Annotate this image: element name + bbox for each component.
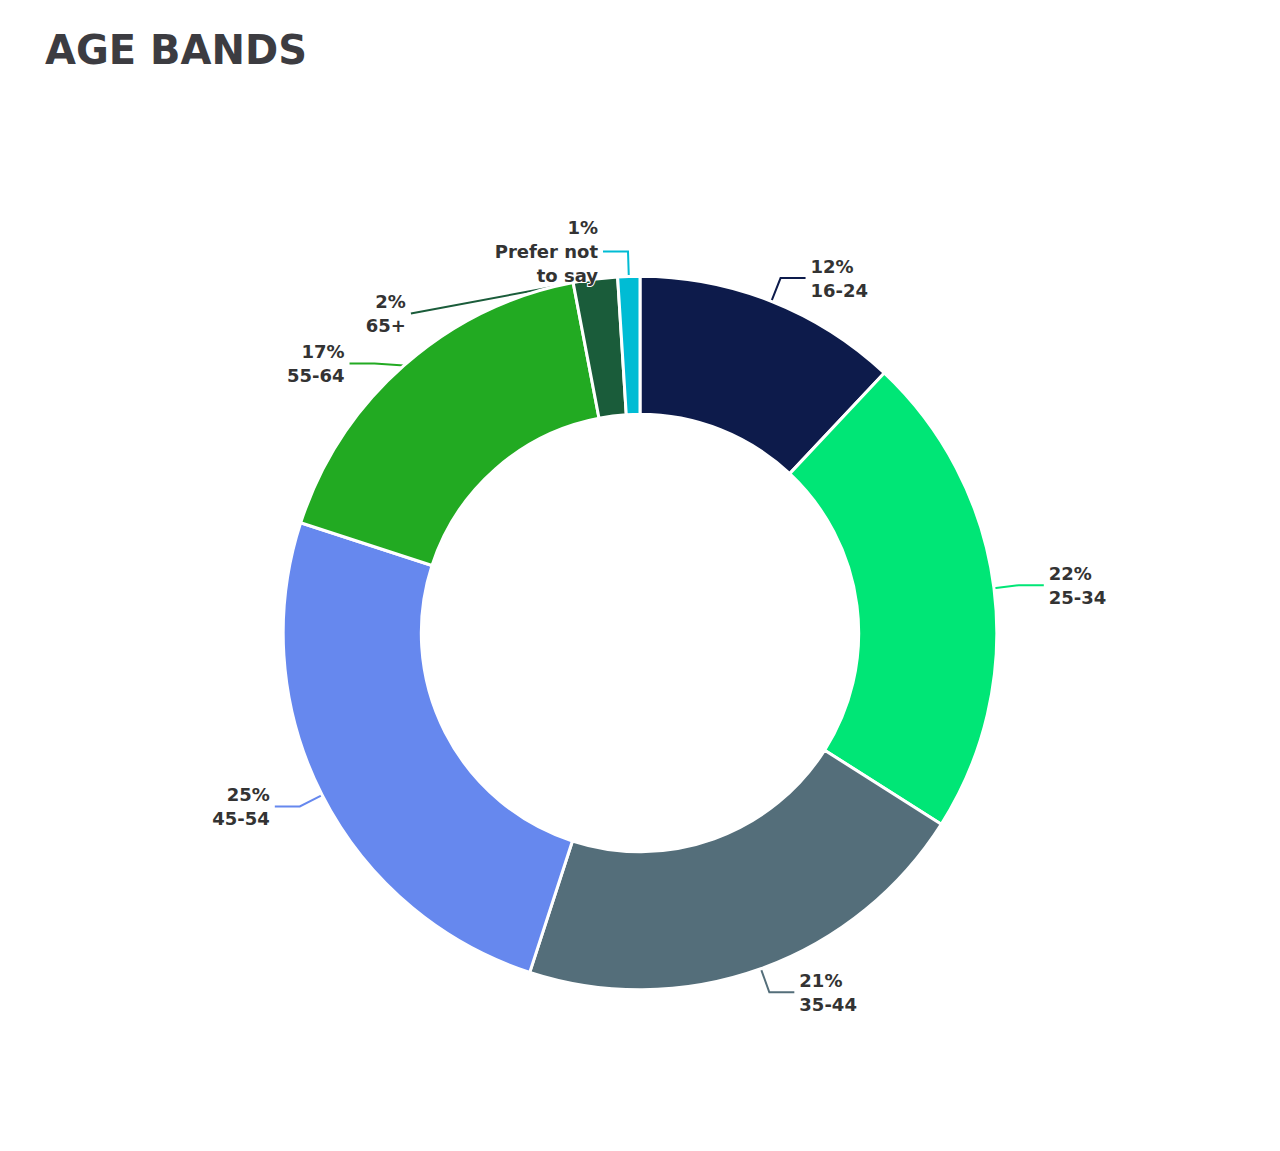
svg-text:16-24: 16-24 xyxy=(811,280,869,301)
svg-text:45-54: 45-54 xyxy=(212,808,270,829)
svg-text:21%: 21% xyxy=(799,970,842,991)
svg-text:17%: 17% xyxy=(301,341,344,362)
svg-text:to say: to say xyxy=(537,265,599,286)
svg-text:22%: 22% xyxy=(1049,563,1092,584)
svg-text:2%: 2% xyxy=(375,291,406,312)
svg-text:AGE BANDS: AGE BANDS xyxy=(45,27,307,73)
svg-text:35-44: 35-44 xyxy=(799,994,857,1015)
svg-text:25%: 25% xyxy=(227,784,270,805)
svg-text:12%: 12% xyxy=(811,256,854,277)
svg-text:55-64: 55-64 xyxy=(287,365,345,386)
svg-text:1%: 1% xyxy=(567,217,598,238)
svg-text:25-34: 25-34 xyxy=(1049,587,1107,608)
svg-text:65+: 65+ xyxy=(366,315,406,336)
svg-text:Prefer not: Prefer not xyxy=(495,241,599,262)
